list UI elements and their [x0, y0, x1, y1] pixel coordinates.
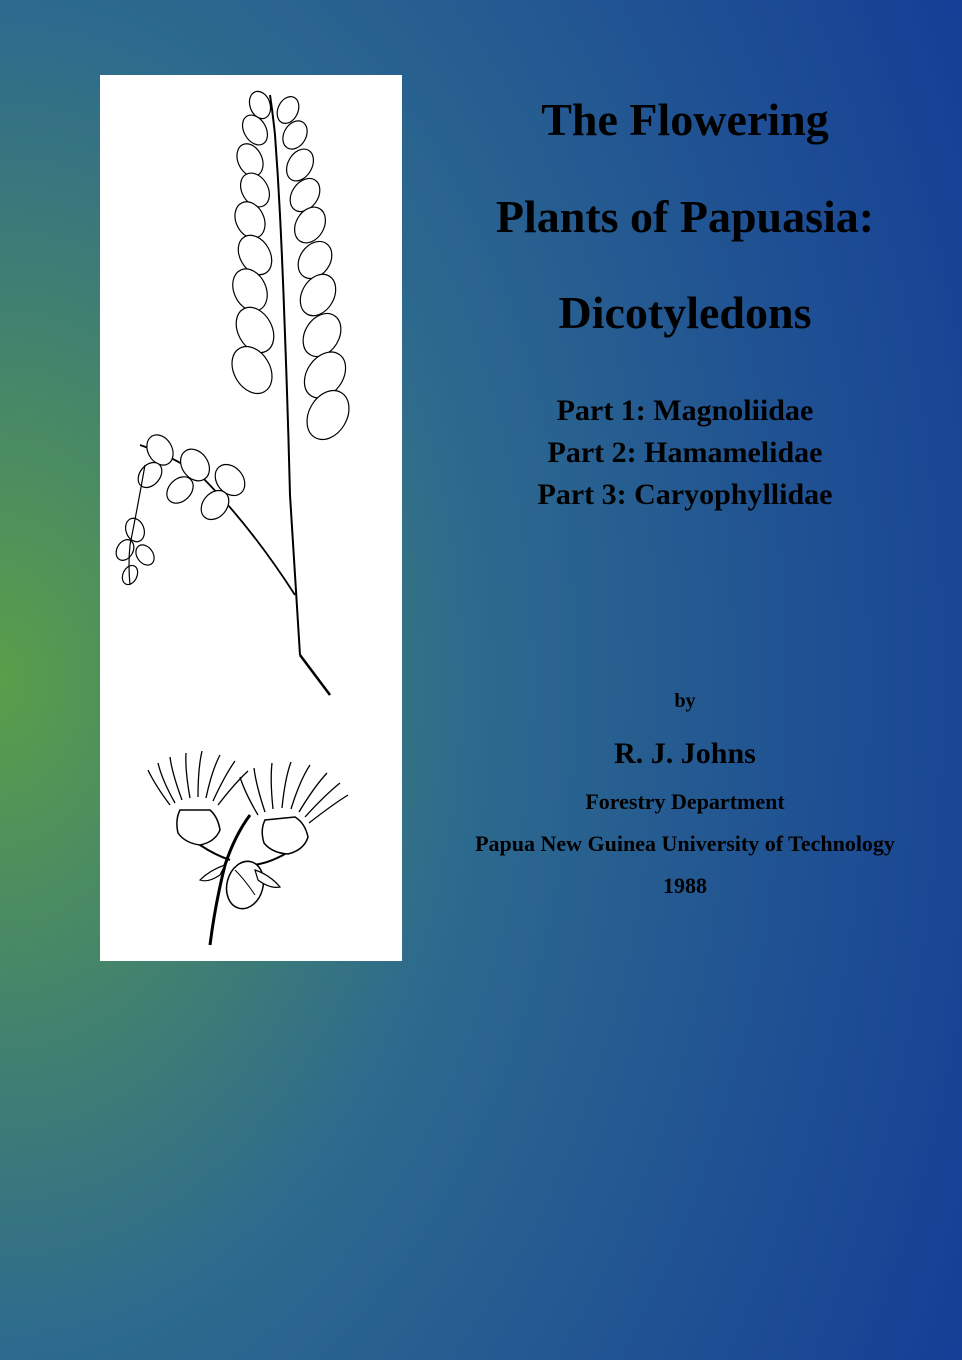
- by-label: by: [430, 690, 940, 713]
- parts-list: Part 1: Magnoliidae Part 2: Hamamelidae …: [430, 390, 940, 516]
- publication-year: 1988: [430, 873, 940, 899]
- title-line-2: Plants of Papuasia:: [430, 169, 940, 266]
- book-title: The Flowering Plants of Papuasia: Dicoty…: [430, 72, 940, 362]
- part-2: Part 2: Hamamelidae: [430, 432, 940, 474]
- department: Forestry Department: [430, 789, 940, 815]
- botanical-illustration: [100, 75, 402, 961]
- university: Papua New Guinea University of Technolog…: [430, 831, 940, 857]
- part-1: Part 1: Magnoliidae: [430, 390, 940, 432]
- title-line-1: The Flowering: [430, 72, 940, 169]
- part-3: Part 3: Caryophyllidae: [430, 474, 940, 516]
- author-section: by R. J. Johns Forestry Department Papua…: [430, 690, 940, 899]
- title-line-3: Dicotyledons: [430, 265, 940, 362]
- author-name: R. J. Johns: [430, 737, 940, 771]
